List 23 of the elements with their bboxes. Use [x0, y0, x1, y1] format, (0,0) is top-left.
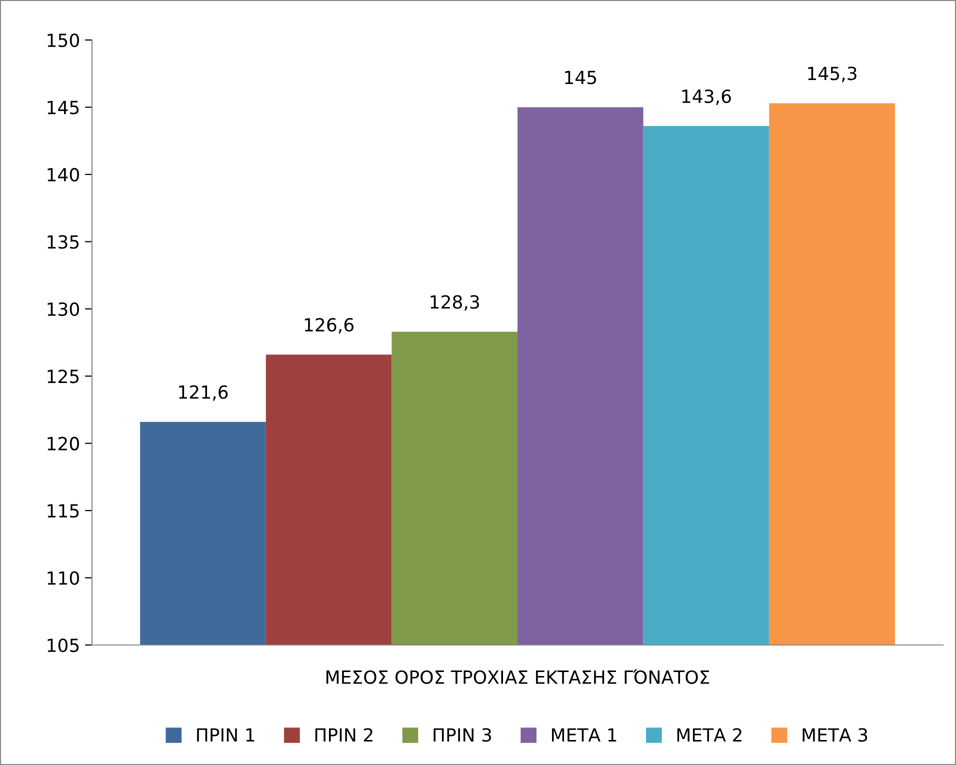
x-tick-label: ΜΕΣΟΣ ΟΡΟΣ ΤΡΟΧΙΑΣ ΕΚΤΑΣΗΣ ΓΌΝΑΤΟΣ	[326, 669, 710, 684]
data-label: 145,3	[808, 66, 856, 82]
y-tick-label: 115	[48, 504, 79, 518]
legend-label: ΜΕΤΑ 2	[677, 728, 742, 742]
legend-label: ΠΡΙΝ 2	[315, 728, 372, 742]
data-label: 128,3	[430, 295, 479, 311]
y-tick-label: 120	[48, 436, 79, 450]
y-tick-label: 135	[48, 235, 79, 249]
data-label: 121,6	[179, 385, 228, 401]
legend-label: ΠΡΙΝ 1	[197, 728, 254, 742]
y-tick-label: 140	[48, 168, 79, 182]
data-label: 143,6	[682, 89, 731, 105]
y-tick-label: 110	[48, 571, 79, 585]
data-label: 145	[565, 70, 596, 84]
data-label: 126,6	[304, 318, 354, 334]
legend-label: ΠΡΙΝ 3	[434, 728, 492, 742]
y-tick-label: 130	[48, 302, 79, 316]
legend-label: ΜΕΤΑ 3	[802, 728, 868, 742]
y-tick-label: 150	[48, 33, 79, 48]
y-tick-label: 125	[48, 370, 79, 384]
legend-label: ΜΕΤΑ 1	[552, 728, 616, 742]
y-tick-label: 105	[48, 638, 79, 652]
y-tick-label: 145	[48, 100, 79, 114]
